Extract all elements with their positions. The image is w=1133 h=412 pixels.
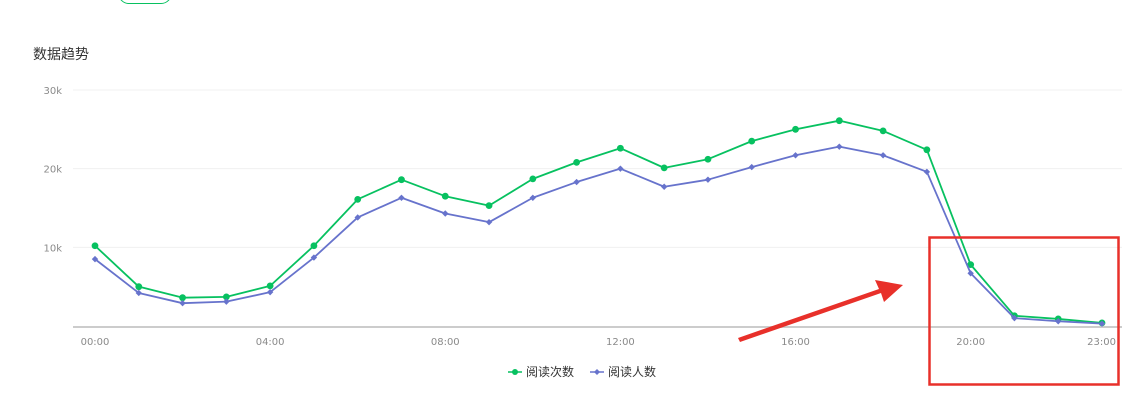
legend-swatch-readers bbox=[590, 368, 605, 375]
data-point bbox=[223, 298, 230, 305]
series-line bbox=[94, 119, 1103, 324]
data-point bbox=[879, 127, 887, 135]
data-point bbox=[748, 137, 756, 145]
data-point bbox=[266, 282, 274, 290]
data-point bbox=[792, 152, 799, 159]
data-point bbox=[923, 146, 931, 154]
chart-series bbox=[91, 117, 1106, 327]
data-point bbox=[485, 202, 493, 210]
data-point bbox=[617, 165, 624, 172]
data-point bbox=[442, 210, 449, 217]
data-point bbox=[573, 178, 580, 186]
data-point bbox=[91, 242, 99, 250]
data-point bbox=[266, 288, 274, 296]
legend-label-readers: 阅读人数 bbox=[608, 365, 657, 379]
data-point bbox=[135, 283, 143, 291]
data-point bbox=[529, 194, 537, 201]
data-point bbox=[660, 164, 668, 172]
x-tick-label: 00:00 bbox=[81, 337, 110, 348]
annotation-layer bbox=[738, 236, 1120, 386]
arrow-annotation bbox=[738, 280, 903, 342]
data-point bbox=[1011, 314, 1018, 322]
legend-label-views: 阅读次数 bbox=[526, 365, 575, 379]
data-point bbox=[792, 125, 799, 133]
y-tick-label: 30k bbox=[43, 86, 62, 97]
y-tick-labels: 10k 20k 30k bbox=[43, 86, 62, 254]
highlight-box bbox=[928, 236, 1120, 386]
chart-grid bbox=[73, 89, 1122, 248]
data-point bbox=[704, 155, 712, 163]
section-title: 数据趋势 bbox=[33, 46, 89, 62]
data-point bbox=[967, 270, 974, 277]
y-tick-label: 20k bbox=[43, 165, 62, 176]
data-point bbox=[616, 144, 624, 152]
data-point bbox=[398, 194, 405, 201]
data-point bbox=[398, 176, 405, 184]
data-point bbox=[310, 242, 318, 250]
x-tick-labels: 00:00 04:00 08:00 12:00 16:00 20:00 23:00 bbox=[81, 337, 1116, 348]
data-point bbox=[354, 214, 361, 221]
x-tick-label: 12:00 bbox=[606, 337, 635, 348]
legend-swatch-views bbox=[508, 368, 522, 375]
data-point bbox=[836, 143, 843, 150]
data-point bbox=[179, 299, 186, 307]
legend-item-views[interactable]: 阅读次数 bbox=[508, 363, 574, 380]
x-tick-label: 20:00 bbox=[956, 337, 985, 348]
data-point bbox=[222, 293, 230, 301]
x-tick-label: 04:00 bbox=[256, 337, 285, 348]
data-point bbox=[179, 294, 186, 302]
data-point bbox=[660, 183, 668, 190]
data-point bbox=[1098, 320, 1106, 327]
data-point bbox=[485, 218, 493, 226]
x-tick-label: 08:00 bbox=[431, 337, 460, 348]
data-point bbox=[310, 254, 318, 261]
series-line bbox=[94, 145, 1103, 325]
data-point bbox=[573, 158, 581, 166]
data-point bbox=[354, 195, 362, 203]
x-tick-label: 23:00 bbox=[1087, 337, 1116, 348]
data-point bbox=[748, 163, 755, 171]
data-point bbox=[967, 261, 975, 269]
data-point bbox=[91, 255, 99, 263]
data-point bbox=[835, 117, 843, 125]
y-tick-label: 10k bbox=[43, 243, 62, 254]
data-point bbox=[529, 175, 537, 183]
legend-item-readers[interactable]: 阅读人数 bbox=[590, 363, 656, 380]
x-tick-label: 16:00 bbox=[781, 337, 810, 348]
data-point bbox=[441, 192, 449, 200]
data-point bbox=[923, 168, 931, 176]
data-point bbox=[135, 289, 142, 297]
data-point bbox=[704, 176, 712, 183]
data-point bbox=[1055, 318, 1062, 325]
data-point bbox=[879, 152, 887, 159]
chart-legend: 阅读次数 阅读人数 bbox=[508, 363, 656, 380]
